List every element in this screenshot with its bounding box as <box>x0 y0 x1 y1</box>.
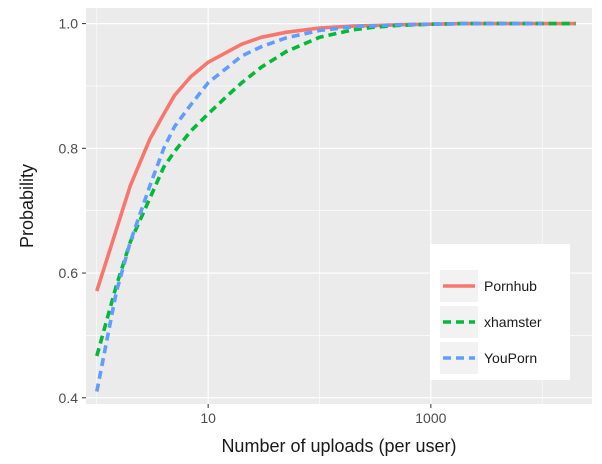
legend: Pornhub xhamster YouPorn <box>430 244 570 380</box>
y-axis-title: Probability <box>17 164 37 248</box>
legend-label: xhamster <box>484 314 542 330</box>
y-tick-label: 0.8 <box>59 140 79 156</box>
series-layer <box>95 21 576 392</box>
axis-ticks <box>82 23 432 408</box>
x-tick-label: 1000 <box>415 410 446 426</box>
x-tick-label: 10 <box>200 410 216 426</box>
series-line-youporn <box>95 21 543 392</box>
y-tick-label: 0.4 <box>59 390 79 406</box>
y-tick-label: 1.0 <box>59 16 79 32</box>
legend-label: YouPorn <box>484 350 537 366</box>
x-axis-title: Number of uploads (per user) <box>221 436 456 456</box>
legend-label: Pornhub <box>484 278 537 294</box>
minor-gridlines <box>86 8 592 404</box>
y-tick-label: 0.6 <box>59 265 79 281</box>
tick-labels: 10 1000 0.4 0.6 0.8 1.0 <box>59 16 447 426</box>
